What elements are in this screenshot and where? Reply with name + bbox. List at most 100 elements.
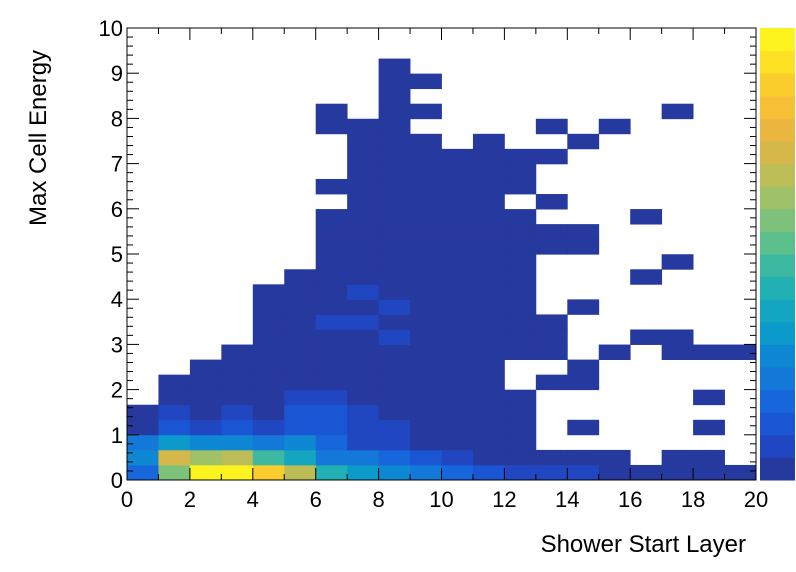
heatmap-cell	[315, 434, 348, 451]
heatmap-cell	[347, 118, 379, 135]
x-tick-label: 6	[310, 487, 322, 512]
heatmap-cell	[441, 449, 474, 466]
heatmap-cell	[347, 254, 379, 270]
color-bar-segment	[760, 412, 795, 436]
heatmap-cell	[504, 434, 537, 451]
x-tick-label: 10	[429, 487, 453, 512]
heatmap-cell	[378, 148, 411, 165]
heatmap-cell	[410, 284, 442, 300]
heatmap-cell	[504, 464, 537, 481]
heatmap-cell	[472, 344, 505, 360]
y-tick-label: 7	[111, 152, 123, 177]
heatmap-cell	[504, 419, 537, 436]
heatmap-cell	[284, 419, 317, 436]
y-tick-label: 1	[111, 423, 123, 448]
heatmap-cell	[630, 209, 663, 225]
heatmap-cell	[661, 464, 694, 481]
heatmap-cell	[347, 224, 379, 240]
heatmap-cell	[567, 374, 600, 391]
heatmap-cell	[378, 163, 411, 180]
heatmap-cell	[441, 284, 474, 300]
heatmap-cell	[315, 449, 348, 466]
heatmap-cell	[535, 148, 568, 165]
heatmap-cell	[127, 434, 159, 451]
color-bar-segment	[760, 95, 795, 119]
heatmap-cell	[378, 103, 411, 120]
color-bar-segment	[760, 254, 795, 278]
heatmap-cell	[472, 449, 505, 466]
heatmap-cell	[441, 434, 474, 451]
heatmap-cell	[567, 224, 600, 240]
heatmap-cell	[347, 269, 379, 285]
heatmap-cell	[378, 224, 411, 240]
y-tick-label: 4	[111, 287, 123, 312]
heatmap-cell	[567, 419, 600, 436]
heatmap-cell	[472, 299, 505, 315]
heatmap-cell	[347, 284, 379, 300]
heatmap-cell	[567, 299, 600, 315]
heatmap-cell	[472, 389, 505, 406]
heatmap-cell	[252, 314, 285, 330]
heatmap-cell	[724, 344, 757, 360]
heatmap-cell	[535, 464, 568, 481]
heatmap-cell	[598, 118, 631, 135]
heatmap-cell	[410, 178, 442, 195]
heatmap-cell	[410, 73, 442, 90]
heatmap-cell	[189, 419, 222, 436]
heatmap-cell	[315, 359, 348, 376]
color-bar-segment	[760, 299, 795, 323]
heatmap-cell	[347, 239, 379, 255]
heatmap-cell	[410, 209, 442, 225]
heatmap-cell	[284, 299, 317, 315]
heatmap-cell	[221, 404, 254, 421]
heatmap-cell	[441, 389, 474, 406]
heatmap-cell	[378, 254, 411, 270]
heatmap-cell	[661, 254, 694, 270]
heatmap-cell	[661, 103, 694, 120]
heatmap-cell	[347, 374, 379, 391]
heatmap-cell	[284, 389, 317, 406]
heatmap-cell	[441, 269, 474, 285]
heatmap-cell	[441, 178, 474, 195]
heatmap-cell	[284, 449, 317, 466]
heatmap-cell	[441, 254, 474, 270]
heatmap-cell	[347, 209, 379, 225]
heatmap-cell	[252, 389, 285, 406]
heatmap-cell	[567, 133, 600, 150]
color-bar-segment	[760, 344, 795, 368]
heatmap-cell	[378, 464, 411, 481]
heatmap-cell	[598, 464, 631, 481]
heatmap-cell	[504, 449, 537, 466]
heatmap-cell	[189, 374, 222, 391]
heatmap-cell	[252, 419, 285, 436]
heatmap-cell	[347, 419, 379, 436]
heatmap-cell	[378, 194, 411, 210]
heatmap-cell	[504, 329, 537, 345]
heatmap-cell	[504, 404, 537, 421]
heatmap-cell	[410, 389, 442, 406]
heatmap-cell	[315, 118, 348, 135]
heatmap-cell	[504, 224, 537, 240]
heatmap-cell	[189, 359, 222, 376]
heatmap-cell	[221, 464, 254, 481]
heatmap-cell	[567, 449, 600, 466]
heatmap-cell	[315, 389, 348, 406]
heatmap-cell	[315, 374, 348, 391]
heatmap-cell	[472, 148, 505, 165]
heatmap-cell	[378, 419, 411, 436]
heatmap-cell	[567, 359, 600, 376]
x-tick-label: 0	[121, 487, 133, 512]
x-tick-label: 16	[618, 487, 642, 512]
heatmap-cell	[504, 284, 537, 300]
y-axis-title: Max Cell Energy	[25, 50, 52, 226]
heatmap-cell	[724, 464, 757, 481]
heatmap-cell	[441, 194, 474, 210]
heatmap-cell	[504, 344, 537, 360]
heatmap-cell	[158, 449, 191, 466]
heatmap-cell	[693, 419, 725, 436]
heatmap-cell	[189, 449, 222, 466]
color-bar-segment	[760, 367, 795, 391]
y-tick-label: 10	[99, 16, 123, 41]
